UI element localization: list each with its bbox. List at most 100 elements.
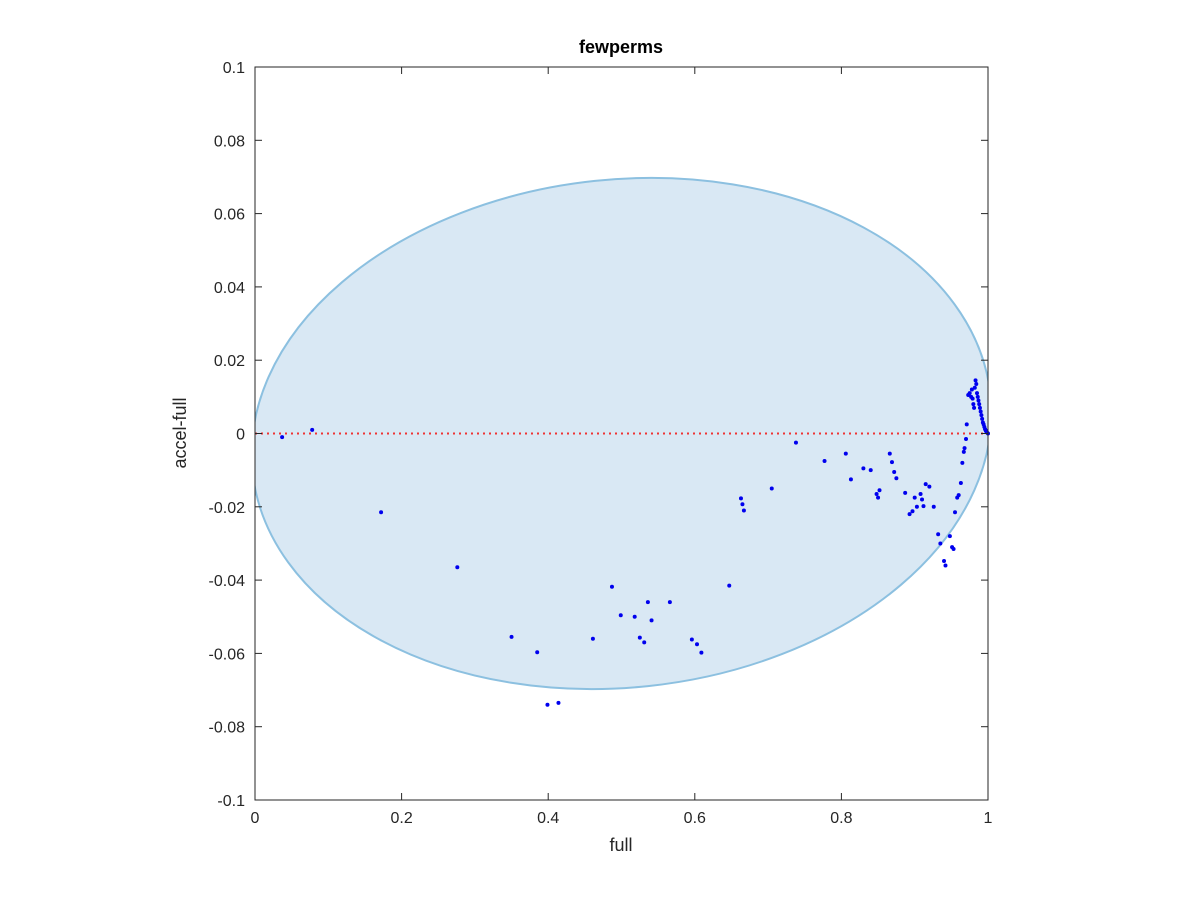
y-tick-label: 0.04 (214, 280, 245, 297)
data-point-21 (738, 496, 743, 501)
data-point-11 (632, 614, 637, 619)
data-point-66 (967, 391, 972, 396)
data-point-9 (609, 584, 614, 589)
x-axis-label: full (609, 835, 632, 855)
data-point-45 (921, 504, 926, 509)
x-tick-label: 0.6 (684, 810, 706, 827)
data-point-31 (874, 491, 879, 496)
y-tick-label: 0.02 (214, 353, 245, 370)
data-point-75 (975, 391, 980, 396)
data-point-53 (947, 534, 952, 539)
data-point-3 (455, 565, 460, 570)
data-point-73 (973, 378, 978, 383)
data-point-6 (545, 702, 550, 707)
data-point-32 (876, 495, 881, 500)
data-point-58 (956, 493, 961, 498)
y-tick-label: 0.06 (214, 207, 245, 224)
y-axis-label: accel-full (170, 397, 190, 468)
y-tick-label: -0.02 (209, 500, 246, 517)
data-point-33 (877, 488, 882, 493)
data-point-7 (556, 700, 561, 705)
data-point-18 (694, 642, 699, 647)
data-point-49 (936, 532, 941, 537)
data-point-81 (979, 413, 984, 418)
data-point-40 (910, 509, 915, 514)
data-point-13 (642, 640, 647, 645)
data-point-47 (927, 484, 932, 489)
x-axis-ticks: 0 0.2 0.4 0.6 0.8 1 (251, 67, 993, 827)
data-point-28 (848, 477, 853, 482)
data-point-42 (914, 504, 919, 509)
data-point-41 (912, 495, 917, 500)
data-point-30 (868, 468, 873, 473)
data-point-35 (889, 460, 894, 465)
x-tick-label: 0 (251, 810, 260, 827)
data-point-43 (918, 491, 923, 496)
data-point-78 (977, 402, 982, 407)
data-point-68 (969, 387, 974, 392)
data-point-14 (645, 600, 650, 605)
data-point-37 (894, 476, 899, 481)
data-point-24 (769, 486, 774, 491)
data-point-39 (907, 512, 912, 517)
data-point-23 (741, 508, 746, 513)
y-tick-label: 0 (236, 427, 245, 444)
data-point-1 (310, 427, 315, 432)
data-point-51 (942, 559, 947, 564)
data-point-80 (978, 409, 983, 414)
chart-title: fewperms (579, 37, 663, 57)
data-point-50 (938, 541, 943, 546)
data-point-56 (953, 510, 958, 515)
data-point-79 (977, 405, 982, 410)
data-point-38 (903, 490, 908, 495)
data-point-48 (931, 504, 936, 509)
data-point-16 (667, 600, 672, 605)
data-point-77 (976, 398, 981, 403)
data-point-36 (892, 469, 897, 474)
data-point-62 (962, 446, 967, 451)
data-point-2 (379, 510, 384, 515)
y-tick-label: -0.06 (209, 646, 246, 663)
y-tick-label: -0.04 (209, 573, 246, 590)
data-point-12 (637, 635, 642, 640)
x-tick-label: 0.8 (830, 810, 852, 827)
data-point-22 (740, 502, 745, 507)
data-point-46 (923, 482, 928, 487)
data-point-60 (960, 460, 965, 465)
data-point-74 (974, 382, 979, 387)
data-point-29 (861, 466, 866, 471)
data-point-10 (618, 613, 623, 618)
data-point-15 (649, 618, 654, 623)
data-point-55 (951, 546, 956, 551)
data-point-63 (964, 436, 969, 441)
scatter-points (280, 378, 990, 707)
data-point-59 (958, 480, 963, 485)
data-point-25 (793, 440, 798, 445)
y-tick-label: 0.1 (223, 60, 245, 77)
y-axis-ticks: -0.1 -0.08 -0.06 -0.04 -0.02 0 0.02 0.04 0.06 0.0… (209, 60, 988, 810)
data-point-0 (280, 435, 285, 440)
data-point-52 (943, 563, 948, 568)
data-point-19 (699, 650, 704, 655)
y-tick-label: -0.08 (209, 720, 246, 737)
x-tick-label: 0.2 (390, 810, 412, 827)
x-tick-label: 0.4 (537, 810, 559, 827)
y-tick-label: 0.08 (214, 133, 245, 150)
data-point-26 (822, 458, 827, 463)
data-point-4 (509, 634, 514, 639)
data-point-5 (535, 650, 540, 655)
data-point-64 (964, 422, 969, 427)
data-point-44 (920, 497, 925, 502)
data-point-71 (972, 405, 977, 410)
data-point-27 (843, 451, 848, 456)
data-point-70 (971, 402, 976, 407)
data-point-76 (975, 394, 980, 399)
y-tick-label: -0.1 (217, 793, 245, 810)
data-point-34 (887, 451, 892, 456)
data-point-82 (980, 416, 985, 421)
data-point-72 (972, 385, 977, 390)
data-point-17 (689, 637, 694, 642)
data-point-69 (970, 396, 975, 401)
data-point-20 (727, 583, 732, 588)
